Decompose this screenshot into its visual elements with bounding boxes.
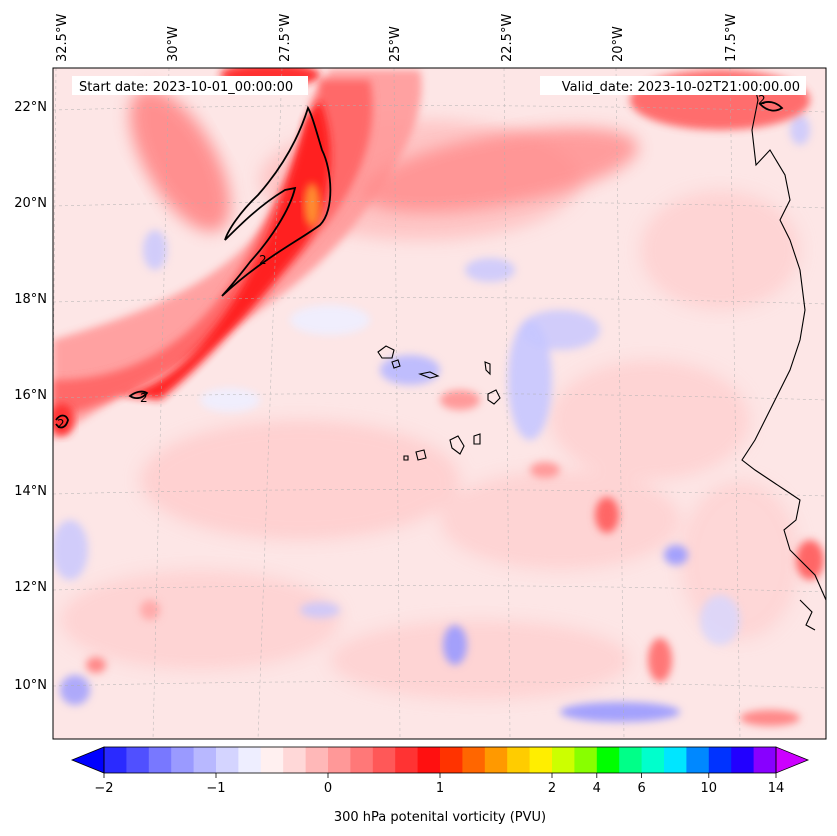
lon-label-32-5w: 32.5°W [55, 14, 70, 62]
map-frame [52, 67, 827, 740]
colorbar-tick-label: 6 [637, 781, 645, 796]
africa-coast-small [799, 599, 816, 631]
colorbar-cell [552, 747, 575, 773]
pv-2-contour-edge [55, 414, 69, 429]
lat-label-12n: 12°N [14, 580, 47, 595]
pv-2-contour-main [221, 105, 332, 297]
colorbar: −2 −1 0 1 2 4 6 10 14 300 hPa potenital vorticit… [70, 746, 810, 825]
colorbar-tick-label: 10 [701, 781, 718, 796]
pv-2-contour-west [128, 390, 149, 400]
colorbar-cell [305, 747, 329, 773]
coastlines [377, 79, 826, 631]
colorbar-cell [148, 747, 172, 773]
colorbar-cell [664, 747, 687, 773]
pv-field-negative [53, 115, 810, 722]
colorbar-cell [171, 747, 195, 773]
island-santiago [449, 435, 465, 455]
latitude-labels: 22°N 20°N 18°N 16°N 14°N 12°N 10°N [14, 100, 47, 693]
africa-coast [741, 79, 826, 601]
colorbar-tick-label: 14 [768, 781, 785, 796]
island-sal [484, 361, 491, 376]
map-panel [53, 68, 826, 739]
lat-label-16n: 16°N [14, 388, 47, 403]
longitude-labels: 32.5°W 30°W 27.5°W 25°W 22.5°W 20°W 17.5… [55, 14, 739, 62]
island-maio [473, 433, 481, 445]
colorbar-cell [619, 747, 643, 773]
lon-label-27-5w: 27.5°W [278, 14, 293, 62]
colorbar-tick-label: 1 [436, 781, 444, 796]
lon-label-17-5w: 17.5°W [724, 14, 739, 62]
colorbar-cell [126, 747, 150, 773]
lat-label-18n: 18°N [14, 292, 47, 307]
colorbar-cell [574, 747, 598, 773]
colorbar-cell [260, 747, 284, 773]
pv-field-light [60, 120, 800, 700]
colorbar-cell [283, 747, 307, 773]
streamer-north-tail [129, 88, 231, 232]
lon-label-25w: 25°W [388, 26, 403, 62]
colorbar-cell [440, 747, 463, 773]
colorbar-tick-label: 0 [324, 781, 332, 796]
island-sao-vicente [391, 359, 401, 369]
pv-field-blobs [86, 390, 824, 726]
colorbar-ticks: −2 −1 0 1 2 4 6 10 14 [94, 773, 784, 796]
lat-label-10n: 10°N [14, 678, 47, 693]
colorbar-tick-label: 2 [548, 781, 556, 796]
colorbar-cell [462, 747, 486, 773]
island-brava [403, 455, 409, 461]
colorbar-extend-max [775, 746, 810, 774]
lon-label-30w: 30°W [166, 26, 181, 62]
colorbar-cell [372, 747, 396, 773]
colorbar-tick-label: −2 [94, 781, 113, 796]
colorbar-cell [216, 747, 239, 773]
colorbar-cell [507, 747, 531, 773]
valid-date-label: Valid_date: 2023-10-02T21:00:00.00 [562, 80, 800, 95]
contour-label-1: 2 [259, 253, 267, 267]
colorbar-cell [104, 747, 127, 773]
colorbar-cell [686, 747, 710, 773]
east-band [361, 127, 639, 213]
streamer-core [120, 100, 331, 400]
start-label-box [72, 76, 308, 95]
colorbar-extend-min [70, 746, 105, 774]
colorbar-cell [708, 747, 732, 773]
colorbar-cell [328, 747, 351, 773]
colorbar-label: 300 hPa potenital vorticity (PVU) [334, 810, 546, 825]
lon-label-20w: 20°W [611, 26, 626, 62]
lat-label-22n: 22°N [14, 100, 47, 115]
colorbar-cell [484, 747, 508, 773]
island-boa-vista [487, 389, 501, 405]
streamer-orange-core [304, 183, 320, 227]
colorbar-cell [238, 747, 262, 773]
pv-2-contour-northeast [758, 101, 784, 112]
contour-label-2: 2 [140, 391, 148, 405]
colorbar-cell [417, 747, 441, 773]
colorbar-tick-label: 4 [593, 781, 601, 796]
colorbar-cell [641, 747, 665, 773]
west-edge-max [53, 404, 74, 436]
island-sao-nicolau [418, 371, 440, 379]
island-santo-antao [377, 345, 395, 359]
colorbar-cell [753, 747, 777, 773]
colorbar-cells [104, 747, 777, 773]
colorbar-cell [529, 747, 553, 773]
colorbar-tick-label: −1 [206, 781, 225, 796]
colorbar-cell [193, 747, 217, 773]
lon-label-22-5w: 22.5°W [500, 14, 515, 62]
colorbar-cell [731, 747, 755, 773]
valid-label-box [540, 76, 806, 95]
colorbar-cell [596, 747, 620, 773]
colorbar-cell [350, 747, 374, 773]
lat-label-20n: 20°N [14, 196, 47, 211]
contour-label-3: 2 [57, 417, 65, 431]
gridlines [53, 68, 826, 739]
island-fogo [415, 449, 427, 461]
pv-2-contours [55, 101, 784, 429]
lat-label-14n: 14°N [14, 484, 47, 499]
colorbar-cell [395, 747, 419, 773]
contour-label-4: 2 [758, 93, 766, 107]
start-date-label: Start date: 2023-10-01_00:00:00 [79, 80, 293, 95]
